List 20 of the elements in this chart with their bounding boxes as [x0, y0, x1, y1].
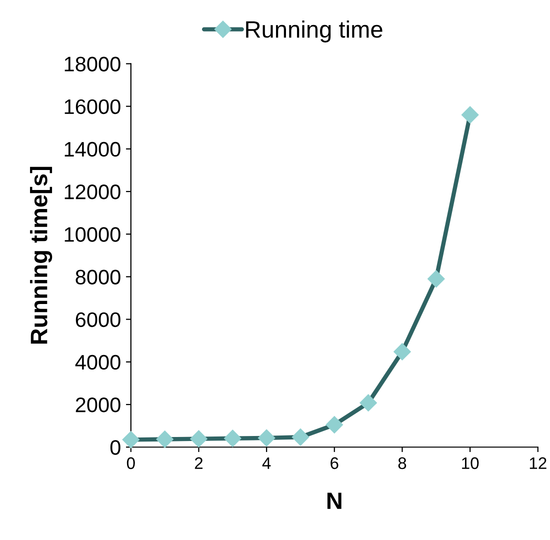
legend-label: Running time — [246, 20, 382, 42]
y-tick-label: 0 — [110, 440, 120, 455]
x-axis-title: N — [327, 492, 342, 509]
x-tick-label: 10 — [462, 457, 479, 470]
y-tick-label: 4000 — [75, 354, 120, 370]
y-tick-label: 16000 — [64, 99, 120, 114]
y-tick-label: 2000 — [76, 398, 120, 412]
x-tick-label: 12 — [530, 457, 546, 469]
x-tick-label: 4 — [262, 457, 271, 469]
x-tick-label: 0 — [126, 457, 135, 470]
y-tick-label: 6000 — [76, 312, 120, 328]
y-axis-title: Running time[s] — [30, 166, 52, 344]
x-tick-label: 2 — [194, 457, 203, 469]
y-tick-label: 14000 — [64, 142, 120, 157]
y-tick-label: 18000 — [64, 56, 120, 72]
x-tick-label: 8 — [398, 457, 406, 470]
y-tick-label: 10000 — [64, 227, 120, 242]
y-tick-label: 8000 — [76, 270, 120, 284]
y-tick-label: 12000 — [64, 184, 120, 200]
x-tick-label: 6 — [330, 457, 338, 470]
